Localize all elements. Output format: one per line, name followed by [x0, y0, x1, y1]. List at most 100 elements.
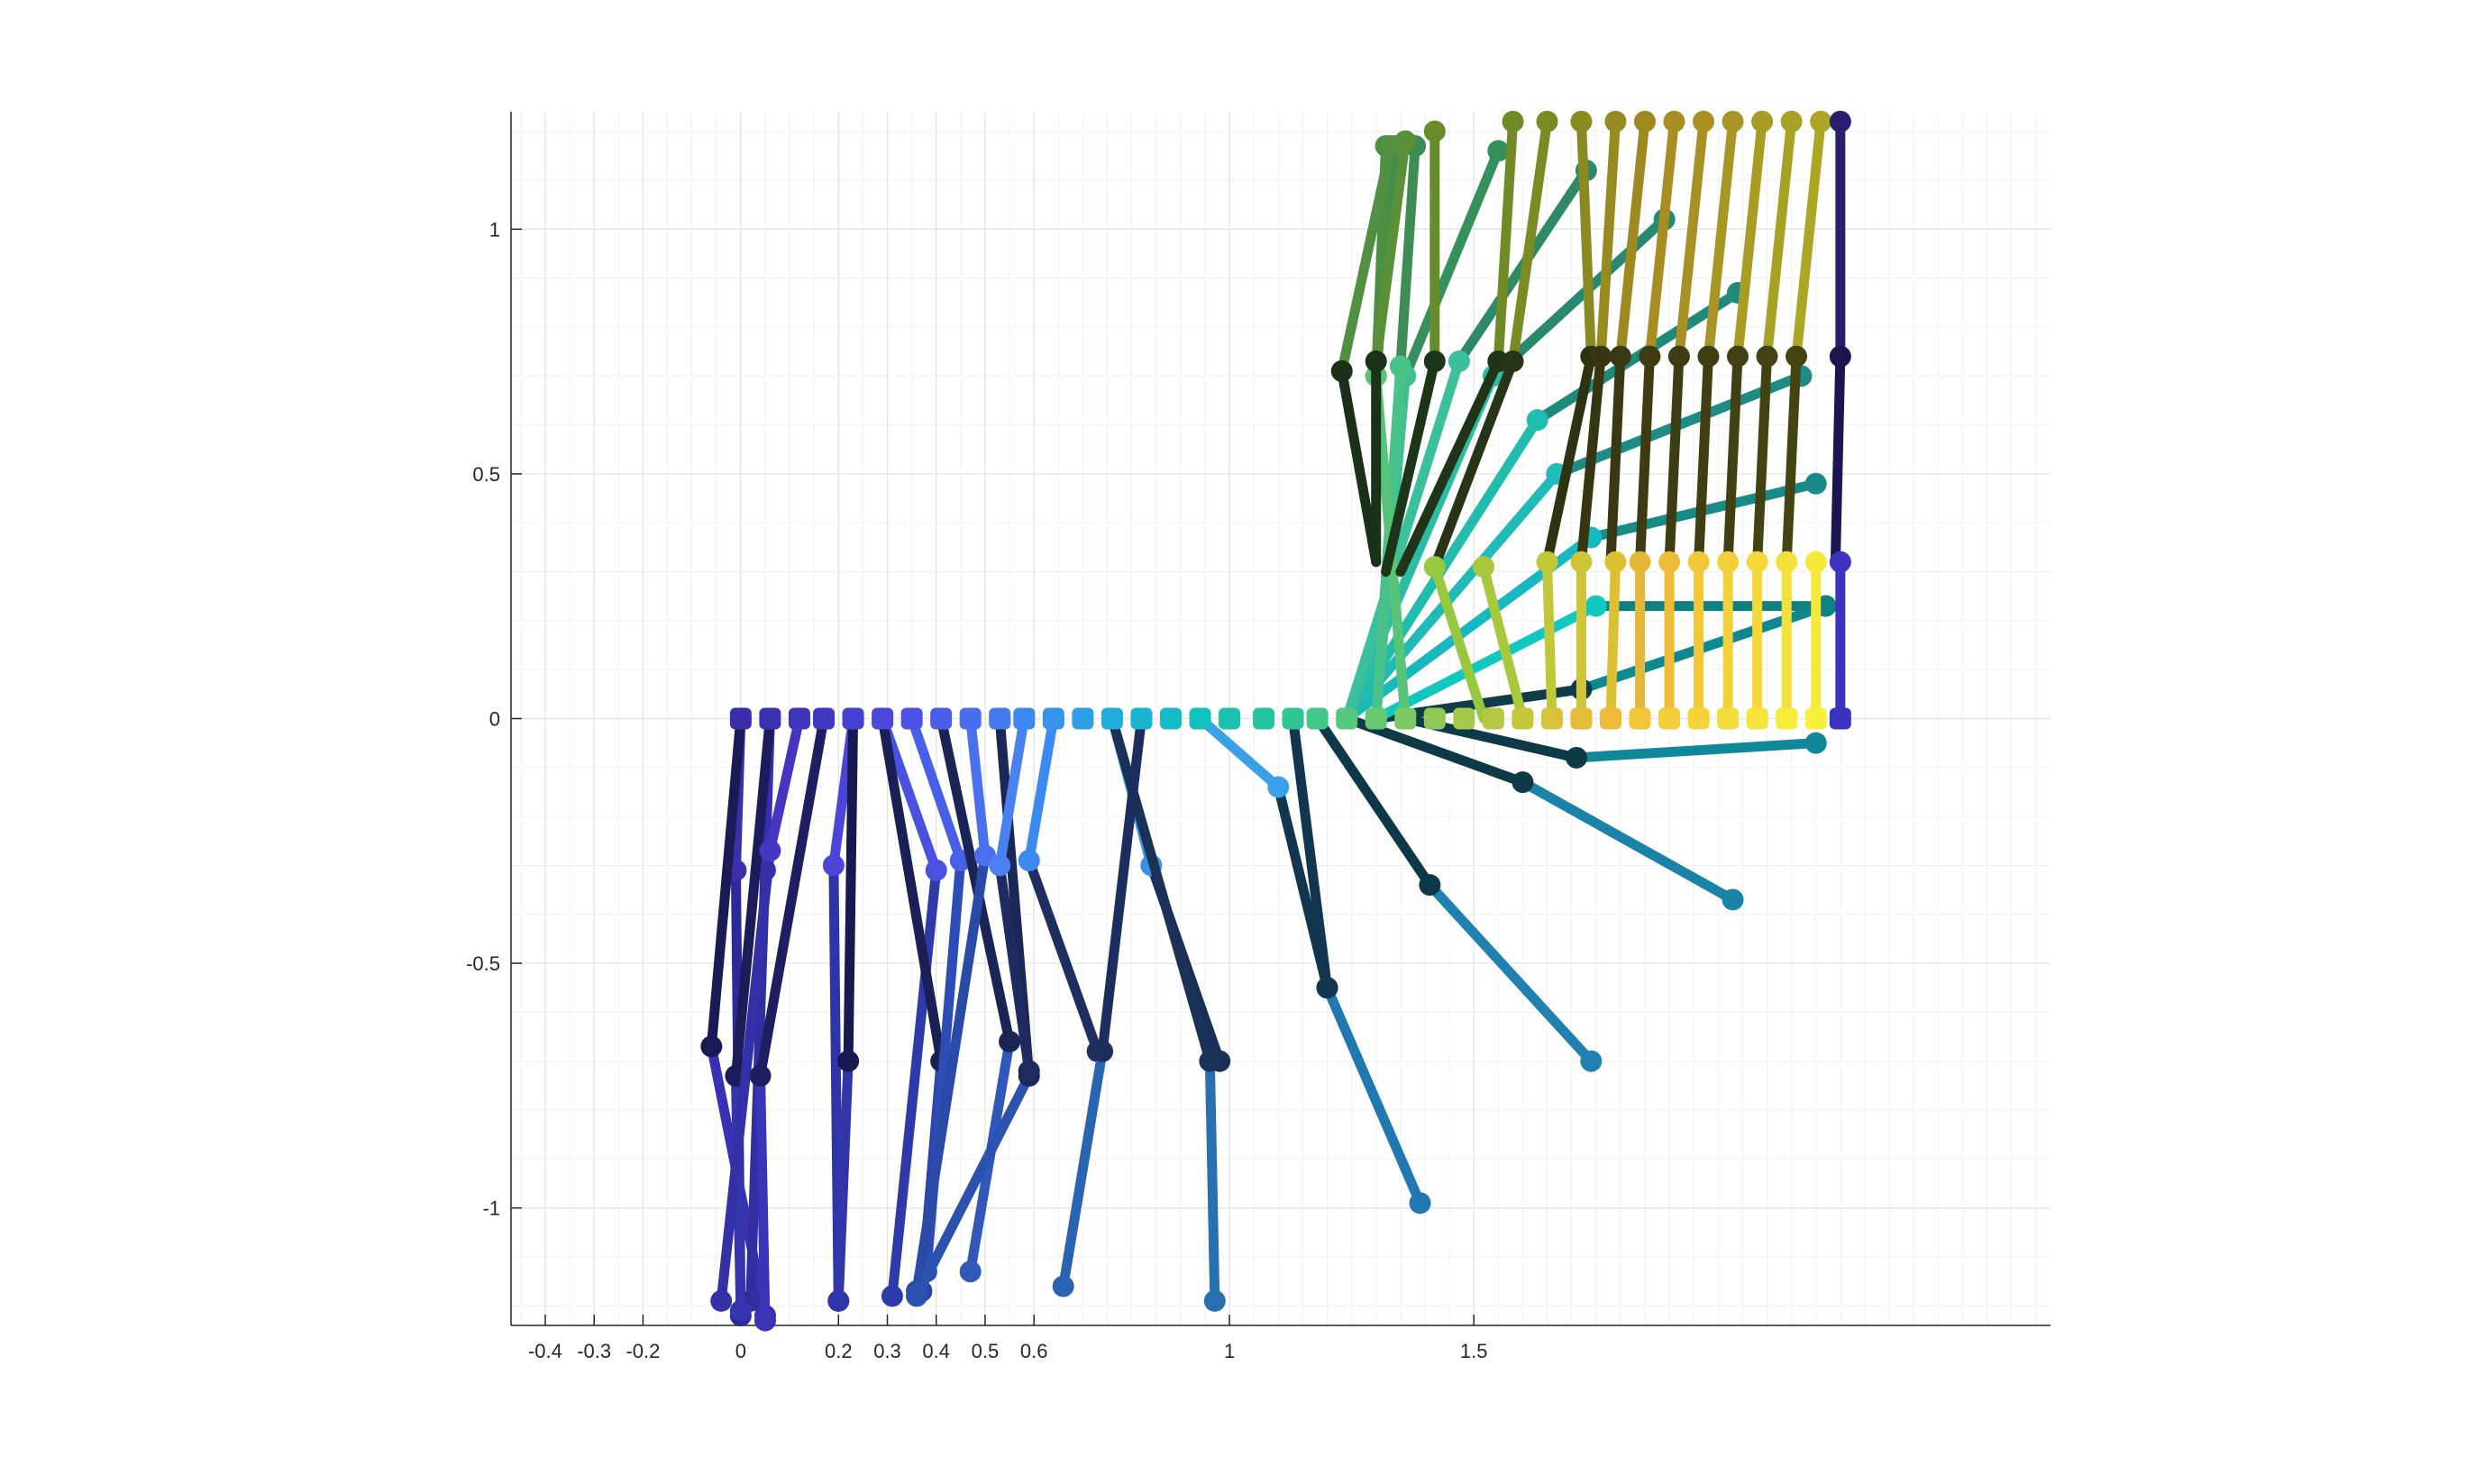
foot-marker [1663, 110, 1685, 132]
upper-leg-segment [1312, 714, 1435, 890]
hip-marker [1629, 707, 1651, 730]
knee-marker [1746, 551, 1768, 573]
knee-marker [1776, 551, 1798, 573]
foot-marker [1693, 110, 1715, 132]
upper-leg-segment [764, 714, 805, 856]
knee-marker [822, 854, 845, 877]
upper-leg-segment [706, 714, 746, 1052]
knee-marker [1687, 551, 1710, 573]
knee-marker [1756, 345, 1778, 368]
hip-marker [1804, 707, 1827, 730]
lower-leg-segment [911, 1070, 1035, 1301]
x-tick-label: -0.3 [577, 1340, 611, 1362]
x-tick-labels: -0.4 -0.3 -0.2 0 0.2 0.3 0.4 0.5 0.6 1 1.5 [528, 1340, 1487, 1362]
hip-marker [989, 707, 1011, 730]
hip-marker [1101, 707, 1123, 730]
foot-marker [1810, 110, 1832, 132]
foot-marker [881, 1285, 903, 1307]
knee-marker [1423, 556, 1446, 578]
leg-pose [749, 714, 829, 1332]
leg-pose [1576, 110, 1627, 568]
leg-pose [906, 714, 996, 1302]
x-tick-label: 0.3 [873, 1340, 901, 1362]
foot-marker [1409, 1192, 1431, 1215]
hip-marker [813, 707, 836, 730]
foot-marker [1751, 110, 1774, 132]
knee-marker [1423, 351, 1446, 373]
x-tick-label: 0.5 [972, 1340, 1000, 1362]
upper-leg-segment [1288, 714, 1333, 993]
hip-marker [1600, 707, 1621, 730]
lower-leg-segment [911, 851, 991, 1297]
hip-marker [1130, 707, 1153, 730]
leg-pose [1536, 551, 1558, 724]
knee-marker [1604, 551, 1627, 573]
knee-marker [1316, 977, 1338, 999]
upper-leg-segment [1694, 351, 1713, 568]
hip-marker [1306, 707, 1329, 730]
hip-marker [1253, 707, 1275, 730]
lower-leg-segment [1371, 136, 1411, 367]
leg-pose [1694, 110, 1744, 568]
knee-marker [837, 1050, 860, 1072]
leg-pose [1423, 556, 1489, 724]
upper-leg-segment [936, 714, 1015, 1047]
hip-marker [1423, 707, 1446, 730]
leg-pose [1722, 110, 1774, 568]
y-tick-label: 1 [489, 218, 500, 241]
hip-marker [1512, 707, 1534, 730]
x-tick-label: 1.5 [1460, 1340, 1488, 1362]
foot-marker [1203, 1289, 1226, 1312]
knee-marker [1829, 551, 1851, 573]
hip-marker [1072, 707, 1094, 730]
hip-marker [1160, 707, 1182, 730]
foot-marker [1580, 1050, 1603, 1072]
lower-leg-segment [887, 865, 942, 1301]
hip-marker [1717, 707, 1740, 730]
knee-marker [749, 1064, 772, 1087]
knee-marker [1512, 771, 1534, 794]
upper-leg-segment [1107, 714, 1215, 1067]
upper-leg-segment [843, 714, 859, 1067]
knee-marker [1419, 874, 1441, 897]
foot-marker [1423, 120, 1446, 142]
lower-leg-segment [1204, 1056, 1220, 1306]
knee-marker [1473, 556, 1495, 578]
knee-marker [1786, 345, 1808, 368]
leg-pose [1781, 110, 1832, 568]
hip-marker [1365, 707, 1387, 730]
knee-marker [1639, 345, 1661, 368]
upper-leg-segment [1341, 356, 1465, 724]
knee-marker [1585, 595, 1607, 617]
leg-pose [1195, 714, 1338, 999]
knee-marker [1658, 551, 1681, 573]
x-tick-label: 0.2 [825, 1340, 853, 1362]
foot-marker [1804, 472, 1827, 495]
hip-marker [900, 707, 923, 730]
leg-pose [1629, 551, 1651, 724]
knee-marker [1609, 345, 1631, 368]
leg-pose [1604, 551, 1627, 724]
knee-marker [1267, 776, 1290, 798]
foot-marker [1570, 110, 1593, 132]
upper-leg-segment [1635, 351, 1655, 568]
hip-marker [759, 707, 781, 730]
hip-marker [1189, 707, 1211, 730]
upper-leg-segment [1576, 351, 1606, 568]
foot-marker [1394, 130, 1417, 152]
upper-leg-segment [994, 714, 1029, 870]
knee-marker [1629, 551, 1651, 573]
upper-leg-segment [1478, 561, 1528, 724]
lower-leg-segment [1517, 777, 1739, 905]
foot-marker [827, 1289, 850, 1312]
foot-marker [1780, 110, 1803, 132]
upper-leg-segment [1429, 356, 1519, 572]
lower-leg-segment [1400, 145, 1503, 381]
x-tick-label: -0.2 [626, 1340, 660, 1362]
upper-leg-segment [1024, 714, 1059, 866]
upper-leg-segment [1781, 351, 1802, 568]
upper-leg-segment [1664, 351, 1685, 568]
lower-leg-segment [1615, 116, 1650, 362]
hip-marker [930, 707, 953, 730]
foot-marker [959, 1261, 982, 1283]
